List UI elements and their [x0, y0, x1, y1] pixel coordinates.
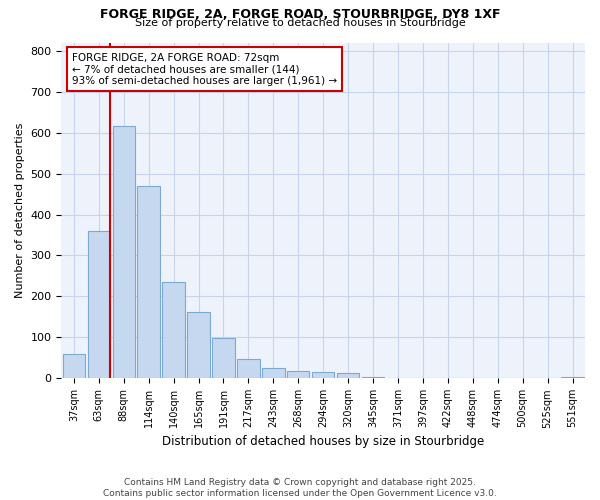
Bar	[137, 186, 160, 378]
Bar	[312, 372, 334, 378]
Bar	[187, 312, 210, 378]
Bar	[88, 231, 110, 378]
Text: Contains HM Land Registry data © Crown copyright and database right 2025.
Contai: Contains HM Land Registry data © Crown c…	[103, 478, 497, 498]
Bar	[337, 374, 359, 378]
Bar	[562, 377, 584, 378]
Y-axis label: Number of detached properties: Number of detached properties	[15, 122, 25, 298]
Bar	[237, 358, 260, 378]
Bar	[62, 354, 85, 378]
Text: FORGE RIDGE, 2A FORGE ROAD: 72sqm
← 7% of detached houses are smaller (144)
93% : FORGE RIDGE, 2A FORGE ROAD: 72sqm ← 7% o…	[72, 52, 337, 86]
Bar	[212, 338, 235, 378]
Bar	[287, 370, 310, 378]
Text: Size of property relative to detached houses in Stourbridge: Size of property relative to detached ho…	[134, 18, 466, 28]
Bar	[362, 377, 384, 378]
Bar	[113, 126, 135, 378]
X-axis label: Distribution of detached houses by size in Stourbridge: Distribution of detached houses by size …	[162, 434, 484, 448]
Bar	[163, 282, 185, 378]
Bar	[262, 368, 284, 378]
Text: FORGE RIDGE, 2A, FORGE ROAD, STOURBRIDGE, DY8 1XF: FORGE RIDGE, 2A, FORGE ROAD, STOURBRIDGE…	[100, 8, 500, 20]
